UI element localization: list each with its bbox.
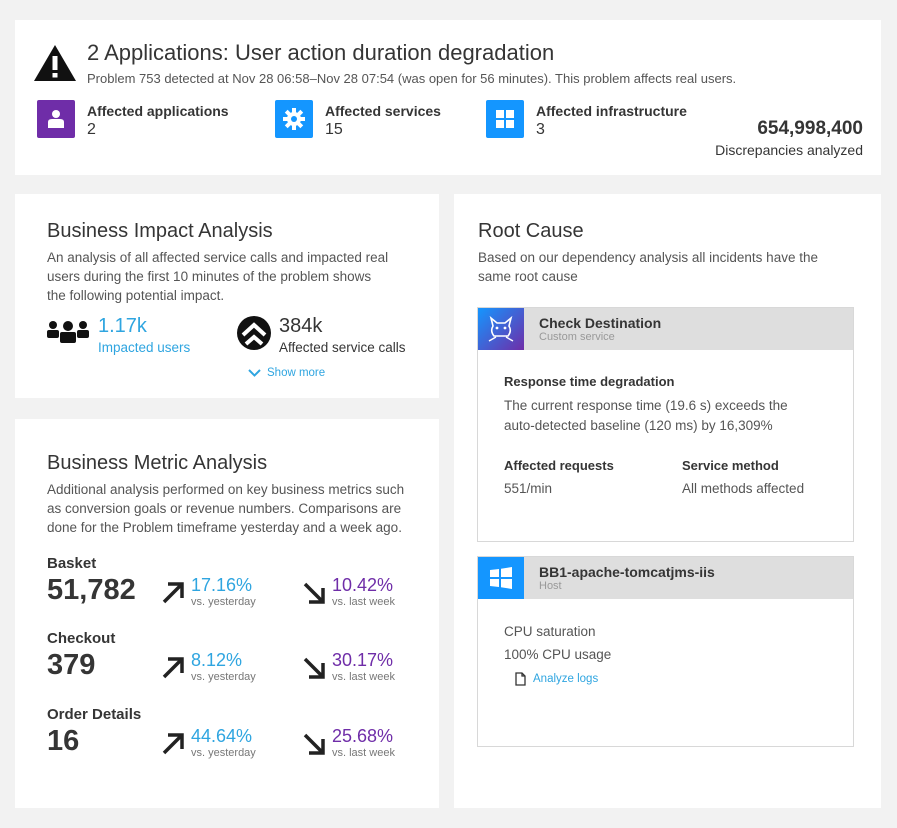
host-issue-line1: CPU saturation: [504, 624, 596, 639]
root-cause-host-box[interactable]: BB1-apache-tomcatjms-iis Host CPU satura…: [477, 556, 854, 747]
yesterday-label: vs. yesterday: [191, 747, 256, 759]
yesterday-change: 8.12%: [191, 650, 243, 670]
discrepancies-label: Discrepancies analyzed: [715, 142, 863, 158]
users-icon: [47, 321, 89, 343]
discrepancies-value: 654,998,400: [757, 118, 863, 139]
last-week-label: vs. last week: [332, 747, 395, 759]
metric-value: 51,782: [47, 574, 136, 606]
show-more-label[interactable]: Show more: [267, 367, 326, 379]
yesterday-change: 17.16%: [191, 575, 253, 595]
affected-applications-label: Affected applications: [87, 103, 229, 119]
analyze-logs-link[interactable]: Analyze logs: [515, 672, 598, 686]
metric-value: 16: [47, 725, 80, 757]
business-metric-title: Business Metric Analysis: [47, 452, 268, 474]
business-metric-card: Business Metric Analysis Additional anal…: [15, 419, 439, 808]
last-week-change: 10.42%: [332, 575, 394, 595]
arrow-up-right-icon: [162, 657, 184, 679]
business-impact-title: Business Impact Analysis: [47, 220, 273, 242]
affected-requests-value: 551/min: [504, 481, 553, 496]
host-header[interactable]: BB1-apache-tomcatjms-iis Host: [478, 557, 853, 599]
affected-calls-value: 384k: [279, 315, 323, 337]
document-icon: [515, 672, 526, 686]
metric-row: Order Details 16 44.64% vs. yesterday 25…: [15, 706, 439, 776]
last-week-label: vs. last week: [332, 596, 395, 608]
arrow-down-right-icon: [303, 657, 325, 679]
service-name[interactable]: Check Destination: [539, 315, 662, 331]
root-cause-service-box[interactable]: Check Destination Custom service Respons…: [477, 307, 854, 542]
service-type: Custom service: [539, 331, 615, 343]
root-cause-title: Root Cause: [478, 220, 584, 242]
affected-infrastructure-value[interactable]: 3: [536, 121, 545, 138]
metric-label: Checkout: [47, 630, 116, 647]
issue-text: The current response time (19.6 s) excee…: [504, 398, 788, 433]
impacted-users-label[interactable]: Impacted users: [98, 340, 191, 355]
service-header[interactable]: Check Destination Custom service: [478, 308, 853, 350]
yesterday-label: vs. yesterday: [191, 671, 256, 683]
affected-infrastructure-label: Affected infrastructure: [536, 103, 687, 119]
arrow-down-right-icon: [303, 733, 325, 755]
metric-row: Checkout 379 8.12% vs. yesterday 30.17% …: [15, 630, 439, 700]
metric-row: Basket 51,782 17.16% vs. yesterday 10.42…: [15, 555, 439, 625]
yesterday-change: 44.64%: [191, 726, 253, 746]
business-metric-description: Additional analysis performed on key bus…: [47, 482, 405, 535]
windows-icon: [478, 557, 524, 599]
yesterday-label: vs. yesterday: [191, 596, 256, 608]
warning-icon: [34, 45, 76, 81]
gear-icon: [275, 100, 313, 138]
service-calls-icon: [237, 316, 271, 350]
show-more-button[interactable]: Show more: [248, 367, 325, 379]
service-method-label: Service method: [682, 458, 779, 473]
issue-title: Response time degradation: [504, 374, 675, 389]
arrow-down-right-icon: [303, 582, 325, 604]
last-week-change: 25.68%: [332, 726, 394, 746]
arrow-up-right-icon: [162, 582, 184, 604]
business-impact-description: An analysis of all affected service call…: [47, 250, 389, 303]
tomcat-icon: [478, 308, 524, 350]
root-cause-card: Root Cause Based on our dependency analy…: [454, 194, 881, 808]
last-week-label: vs. last week: [332, 671, 395, 683]
problem-subtitle: Problem 753 detected at Nov 28 06:58–Nov…: [87, 71, 737, 86]
problem-header-card: 2 Applications: User action duration deg…: [15, 20, 881, 175]
affected-services-value[interactable]: 15: [325, 121, 343, 138]
metric-label: Basket: [47, 555, 97, 572]
business-impact-card: Business Impact Analysis An analysis of …: [15, 194, 439, 398]
problem-title: 2 Applications: User action duration deg…: [87, 40, 555, 65]
host-name[interactable]: BB1-apache-tomcatjms-iis: [539, 564, 715, 580]
metric-label: Order Details: [47, 706, 142, 723]
metric-value: 379: [47, 649, 96, 681]
affected-requests-label: Affected requests: [504, 458, 614, 473]
analyze-logs-label[interactable]: Analyze logs: [533, 673, 599, 685]
host-type: Host: [539, 580, 562, 592]
user-app-icon: [37, 100, 75, 138]
service-method-value: All methods affected: [682, 481, 805, 496]
affected-services-label: Affected services: [325, 103, 441, 119]
affected-applications-value[interactable]: 2: [87, 121, 96, 138]
chevron-down-icon: [248, 369, 261, 377]
host-issue-line2: 100% CPU usage: [504, 647, 612, 662]
affected-calls-label: Affected service calls: [279, 340, 406, 355]
infrastructure-icon: [486, 100, 524, 138]
root-cause-description: Based on our dependency analysis all inc…: [478, 250, 818, 284]
arrow-up-right-icon: [162, 733, 184, 755]
last-week-change: 30.17%: [332, 650, 394, 670]
impacted-users-value[interactable]: 1.17k: [98, 315, 147, 337]
